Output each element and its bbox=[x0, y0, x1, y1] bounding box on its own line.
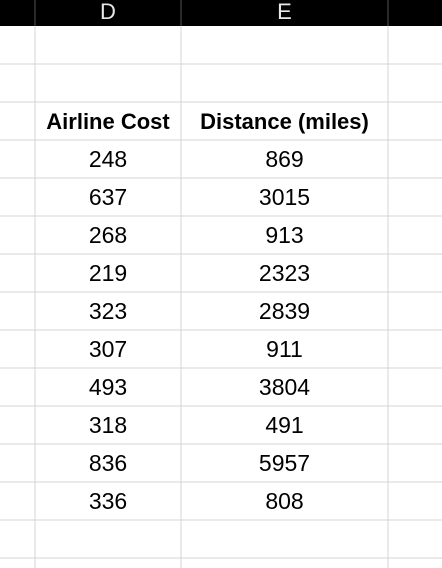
data-cell[interactable]: 248 bbox=[89, 146, 127, 172]
data-cell[interactable]: 808 bbox=[265, 488, 303, 514]
data-cell[interactable]: 3015 bbox=[259, 184, 310, 210]
data-cell[interactable]: 493 bbox=[89, 374, 127, 400]
data-cell[interactable]: 2839 bbox=[259, 298, 310, 324]
data-cell[interactable]: 913 bbox=[265, 222, 303, 248]
header-cell[interactable]: Distance (miles) bbox=[200, 109, 369, 134]
data-cell[interactable]: 307 bbox=[89, 336, 127, 362]
data-cell[interactable]: 3804 bbox=[259, 374, 310, 400]
column-header-bar bbox=[0, 0, 442, 26]
header-cell[interactable]: Airline Cost bbox=[46, 109, 170, 134]
data-cell[interactable]: 219 bbox=[89, 260, 127, 286]
data-cell[interactable]: 336 bbox=[89, 488, 127, 514]
data-cell[interactable]: 491 bbox=[265, 412, 303, 438]
data-cell[interactable]: 5957 bbox=[259, 450, 310, 476]
data-cell[interactable]: 268 bbox=[89, 222, 127, 248]
data-cell[interactable]: 637 bbox=[89, 184, 127, 210]
data-cell[interactable]: 318 bbox=[89, 412, 127, 438]
column-letter: D bbox=[100, 0, 116, 24]
data-cell[interactable]: 869 bbox=[265, 146, 303, 172]
data-cell[interactable]: 323 bbox=[89, 298, 127, 324]
data-cell[interactable]: 2323 bbox=[259, 260, 310, 286]
data-cell[interactable]: 911 bbox=[266, 336, 303, 362]
column-letter: E bbox=[277, 0, 292, 24]
data-cell[interactable]: 836 bbox=[89, 450, 127, 476]
